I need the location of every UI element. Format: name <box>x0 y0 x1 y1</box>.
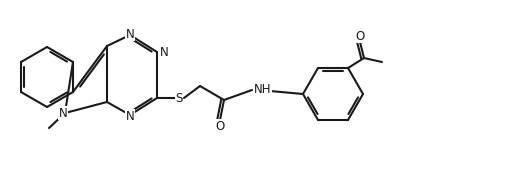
Text: O: O <box>356 30 365 42</box>
Text: O: O <box>215 120 225 132</box>
Text: N: N <box>160 46 169 58</box>
Text: N: N <box>126 28 134 40</box>
Text: S: S <box>175 91 183 105</box>
Text: N: N <box>59 107 67 120</box>
Text: NH: NH <box>254 82 272 96</box>
Text: N: N <box>126 109 134 123</box>
